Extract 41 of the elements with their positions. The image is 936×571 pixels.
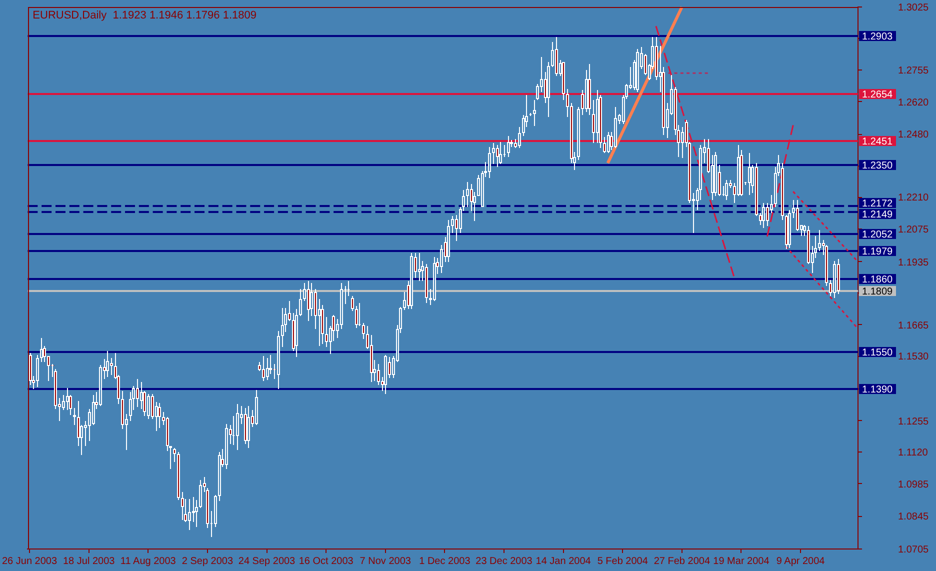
y-tick-label: 1.2480 xyxy=(898,129,930,140)
chart-title: EURUSD,Daily 1.1923 1.1946 1.1796 1.1809 xyxy=(32,10,257,22)
y-tick-label: 1.3025 xyxy=(898,2,930,14)
x-tick-label: 23 Dec 2003 xyxy=(476,556,533,567)
y-tick-label: 1.1665 xyxy=(898,320,930,332)
ref-line-label: 1.2350 xyxy=(862,160,894,172)
y-tick-label: 1.2620 xyxy=(898,97,930,108)
y-tick-label: 1.0705 xyxy=(898,544,930,556)
y-tick-label: 1.1530 xyxy=(898,351,930,362)
y-tick-label: 1.1255 xyxy=(898,416,930,428)
x-tick-label: 27 Feb 2004 xyxy=(654,556,710,567)
x-tick-label: 18 Jul 2003 xyxy=(62,556,116,567)
ref-line-label: 1.1390 xyxy=(862,384,894,396)
y-tick-label: 1.0985 xyxy=(898,479,930,490)
ref-line-label: 1.1860 xyxy=(862,274,894,286)
y-tick-label: 1.1120 xyxy=(898,447,928,458)
ref-line-label: 1.2654 xyxy=(862,89,894,100)
x-tick-label: 5 Feb 2004 xyxy=(597,556,648,567)
x-tick-label: 19 Mar 2004 xyxy=(713,556,770,567)
x-tick-label: 16 Oct 2003 xyxy=(298,556,354,567)
x-tick-label: 14 Jan 2004 xyxy=(536,556,592,567)
x-tick-label: 2 Sep 2003 xyxy=(182,556,234,567)
ref-line-label: 1.2903 xyxy=(862,31,894,42)
y-tick-label: 1.2210 xyxy=(898,192,930,204)
x-tick-label: 24 Sep 2003 xyxy=(238,556,296,567)
y-tick-label: 1.2755 xyxy=(898,65,930,76)
ref-line-label: 1.1809 xyxy=(862,286,894,298)
x-tick-label: 26 Jun 2003 xyxy=(2,556,58,567)
ref-line-label: 1.2149 xyxy=(862,209,894,220)
y-tick-label: 1.1935 xyxy=(898,257,930,268)
y-tick-label: 1.2075 xyxy=(898,224,930,236)
ref-line-label: 1.1550 xyxy=(862,347,894,358)
ref-line-label: 1.2052 xyxy=(862,229,894,240)
x-tick-label: 9 Apr 2004 xyxy=(776,556,826,567)
x-tick-label: 1 Dec 2003 xyxy=(419,556,471,567)
x-tick-label: 7 Nov 2003 xyxy=(360,556,412,567)
ref-line-label: 1.1979 xyxy=(862,246,894,258)
x-tick-label: 11 Aug 2003 xyxy=(120,556,176,567)
ref-line-label: 1.2451 xyxy=(862,136,894,148)
y-tick-label: 1.0845 xyxy=(898,511,930,522)
ref-line-label: 1.2172 xyxy=(862,198,894,210)
